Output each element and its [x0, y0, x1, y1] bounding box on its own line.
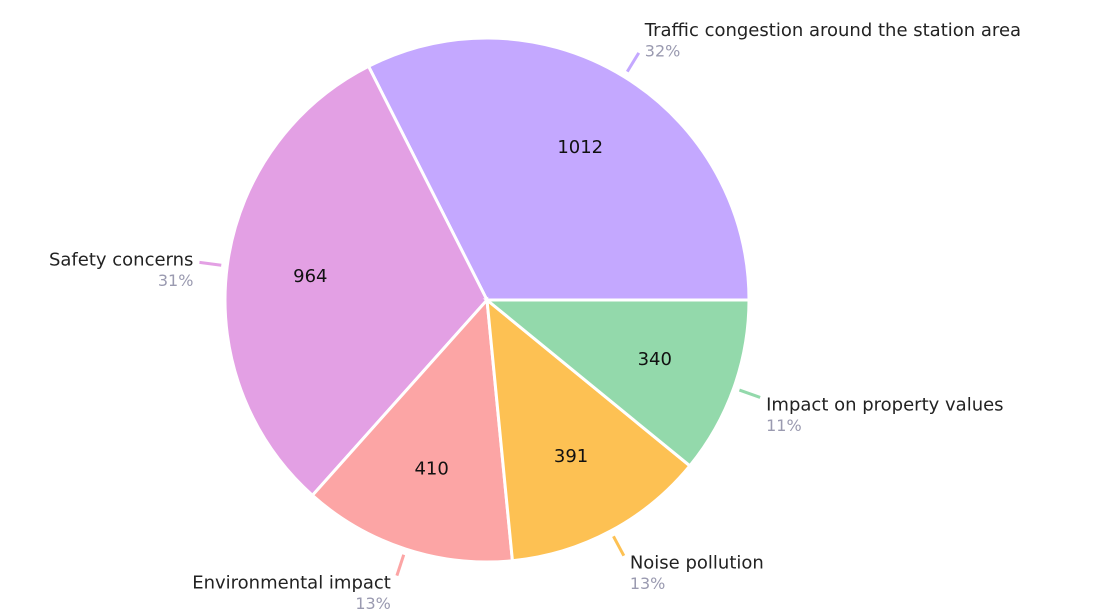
- leader-line: [738, 388, 761, 399]
- percent-label: 31%: [158, 271, 194, 290]
- value-label: 340: [638, 349, 672, 370]
- category-label: Impact on property values: [766, 394, 1003, 415]
- leader-line: [199, 260, 222, 267]
- category-label: Traffic congestion around the station ar…: [644, 20, 1021, 41]
- pie-slice: [482, 298, 751, 468]
- value-label: 1012: [557, 137, 603, 158]
- value-label: 410: [414, 458, 448, 479]
- percent-label: 13%: [355, 594, 391, 613]
- leader-line: [395, 554, 406, 577]
- pie-slice: [223, 64, 489, 498]
- value-label: 391: [554, 446, 588, 467]
- leader-line: [612, 535, 626, 557]
- leader-line: [625, 52, 641, 73]
- percent-label: 13%: [630, 574, 666, 593]
- percent-label: 11%: [766, 416, 802, 435]
- category-label: Noise pollution: [630, 553, 764, 574]
- pie-slice: [366, 36, 751, 302]
- percent-label: 32%: [645, 41, 681, 60]
- pie-slice: [310, 296, 515, 564]
- value-label: 964: [293, 266, 327, 287]
- category-label: Environmental impact: [192, 573, 391, 594]
- category-label: Safety concerns: [49, 249, 193, 270]
- pie-slice: [485, 296, 692, 563]
